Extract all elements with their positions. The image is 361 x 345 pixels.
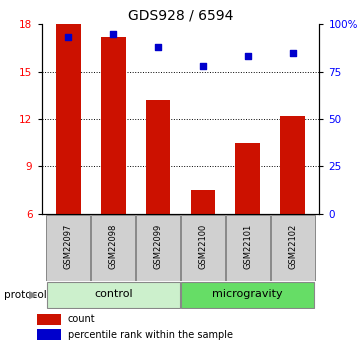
Text: ▶: ▶	[29, 290, 38, 300]
Bar	[37, 329, 61, 340]
Bar	[91, 215, 135, 280]
Text: GSM22100: GSM22100	[199, 224, 208, 269]
Bar	[101, 37, 126, 214]
Bar	[271, 215, 314, 280]
Bar	[47, 215, 90, 280]
Bar	[146, 100, 170, 214]
Bar	[191, 190, 215, 214]
Bar	[226, 215, 270, 280]
Point	[245, 54, 251, 59]
Bar	[136, 215, 180, 280]
Text: count: count	[68, 314, 96, 324]
Bar	[47, 282, 180, 308]
Title: GDS928 / 6594: GDS928 / 6594	[128, 9, 233, 23]
Bar	[280, 116, 305, 214]
Bar	[37, 314, 61, 325]
Point	[110, 31, 116, 37]
Text: GSM22099: GSM22099	[153, 224, 162, 269]
Point	[200, 63, 206, 69]
Text: protocol: protocol	[4, 290, 46, 300]
Point	[155, 44, 161, 50]
Text: percentile rank within the sample: percentile rank within the sample	[68, 330, 233, 340]
Text: GSM22098: GSM22098	[109, 224, 118, 269]
Point	[290, 50, 295, 55]
Text: control: control	[94, 289, 132, 299]
Bar	[235, 143, 260, 214]
Text: microgravity: microgravity	[212, 289, 283, 299]
Text: GSM22101: GSM22101	[243, 224, 252, 269]
Point	[66, 35, 71, 40]
Text: GSM22102: GSM22102	[288, 224, 297, 269]
Bar	[56, 24, 81, 214]
Text: GSM22097: GSM22097	[64, 224, 73, 269]
Bar	[181, 215, 225, 280]
Bar	[181, 282, 314, 308]
